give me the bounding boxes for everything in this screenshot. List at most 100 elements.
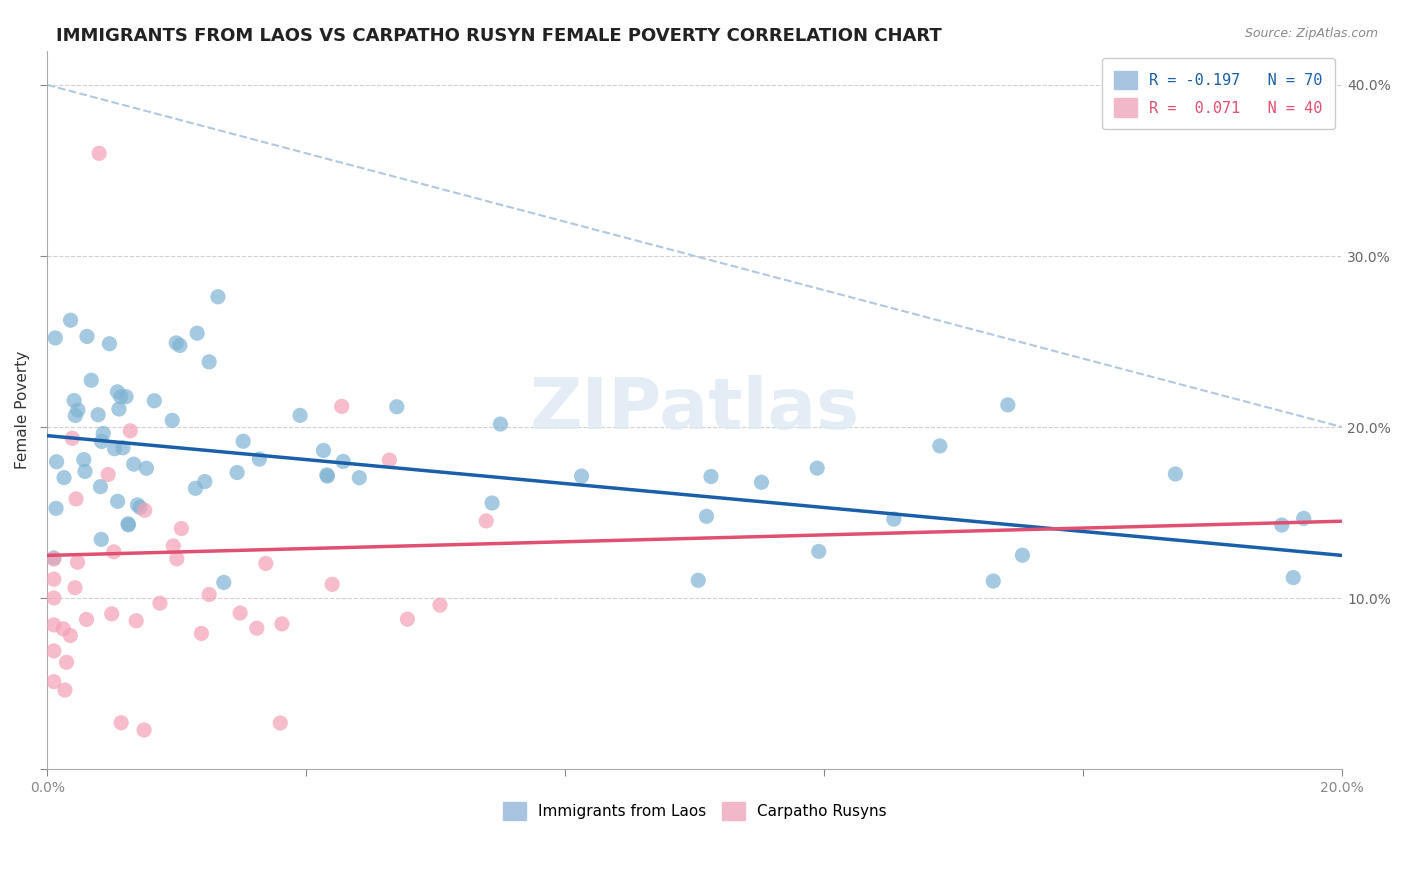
Point — [571, 469, 593, 483]
Point — [429, 598, 451, 612]
Point — [65, 409, 87, 423]
Point — [190, 626, 212, 640]
Point — [288, 409, 311, 423]
Point — [42, 591, 65, 605]
Point — [53, 683, 76, 698]
Point — [378, 453, 401, 467]
Point — [80, 373, 103, 387]
Point — [59, 313, 82, 327]
Point — [135, 461, 157, 475]
Point — [55, 655, 77, 669]
Point — [108, 402, 131, 417]
Point — [132, 723, 155, 737]
Point — [90, 533, 112, 547]
Point — [186, 326, 208, 341]
Point — [149, 596, 172, 610]
Point — [162, 539, 184, 553]
Point — [385, 400, 408, 414]
Point — [212, 575, 235, 590]
Point — [73, 452, 96, 467]
Text: IMMIGRANTS FROM LAOS VS CARPATHO RUSYN FEMALE POVERTY CORRELATION CHART: IMMIGRANTS FROM LAOS VS CARPATHO RUSYN F… — [56, 27, 942, 45]
Point — [1011, 548, 1033, 562]
Point — [271, 616, 294, 631]
Point — [229, 606, 252, 620]
Point — [42, 572, 65, 586]
Point — [481, 496, 503, 510]
Point — [42, 618, 65, 632]
Point — [1282, 571, 1305, 585]
Point — [883, 512, 905, 526]
Point — [42, 674, 65, 689]
Point — [981, 574, 1004, 588]
Point — [122, 457, 145, 471]
Point — [184, 481, 207, 495]
Point — [198, 355, 221, 369]
Point — [1271, 518, 1294, 533]
Point — [117, 516, 139, 531]
Point — [63, 393, 86, 408]
Point — [330, 400, 353, 414]
Point — [312, 443, 335, 458]
Point — [700, 469, 723, 483]
Point — [165, 335, 187, 350]
Point — [117, 517, 139, 532]
Point — [42, 550, 65, 565]
Point — [321, 577, 343, 591]
Point — [104, 442, 127, 456]
Point — [87, 408, 110, 422]
Point — [143, 393, 166, 408]
Legend: Immigrants from Laos, Carpatho Rusyns: Immigrants from Laos, Carpatho Rusyns — [496, 796, 893, 826]
Point — [129, 500, 152, 515]
Point — [1292, 511, 1315, 525]
Point — [928, 439, 950, 453]
Text: Source: ZipAtlas.com: Source: ZipAtlas.com — [1244, 27, 1378, 40]
Point — [475, 514, 498, 528]
Point — [107, 384, 129, 399]
Point — [316, 469, 339, 483]
Point — [110, 390, 132, 404]
Point — [169, 338, 191, 352]
Point — [751, 475, 773, 490]
Point — [134, 503, 156, 517]
Point — [65, 491, 87, 506]
Point — [42, 552, 65, 566]
Point — [97, 467, 120, 482]
Point — [89, 146, 111, 161]
Point — [246, 621, 269, 635]
Point — [66, 555, 89, 569]
Point — [53, 470, 76, 484]
Point — [160, 413, 183, 427]
Point — [89, 480, 111, 494]
Point — [806, 461, 828, 475]
Point — [45, 455, 67, 469]
Point — [489, 417, 512, 431]
Point — [91, 426, 114, 441]
Point — [73, 465, 96, 479]
Point — [807, 544, 830, 558]
Point — [59, 628, 82, 642]
Point — [52, 622, 75, 636]
Point — [396, 612, 419, 626]
Point — [90, 434, 112, 449]
Text: ZIPatlas: ZIPatlas — [530, 376, 860, 444]
Point — [60, 431, 83, 445]
Point — [103, 545, 125, 559]
Point — [111, 441, 134, 455]
Point — [100, 607, 122, 621]
Point — [115, 390, 138, 404]
Point — [254, 557, 277, 571]
Point — [76, 329, 98, 343]
Y-axis label: Female Poverty: Female Poverty — [15, 351, 30, 469]
Point — [695, 509, 717, 524]
Point — [226, 466, 249, 480]
Point — [349, 471, 371, 485]
Point — [198, 587, 221, 601]
Point — [110, 715, 132, 730]
Point — [269, 716, 291, 731]
Point — [66, 403, 89, 417]
Point — [125, 614, 148, 628]
Point — [166, 552, 188, 566]
Point — [45, 501, 67, 516]
Point — [232, 434, 254, 449]
Point — [98, 336, 121, 351]
